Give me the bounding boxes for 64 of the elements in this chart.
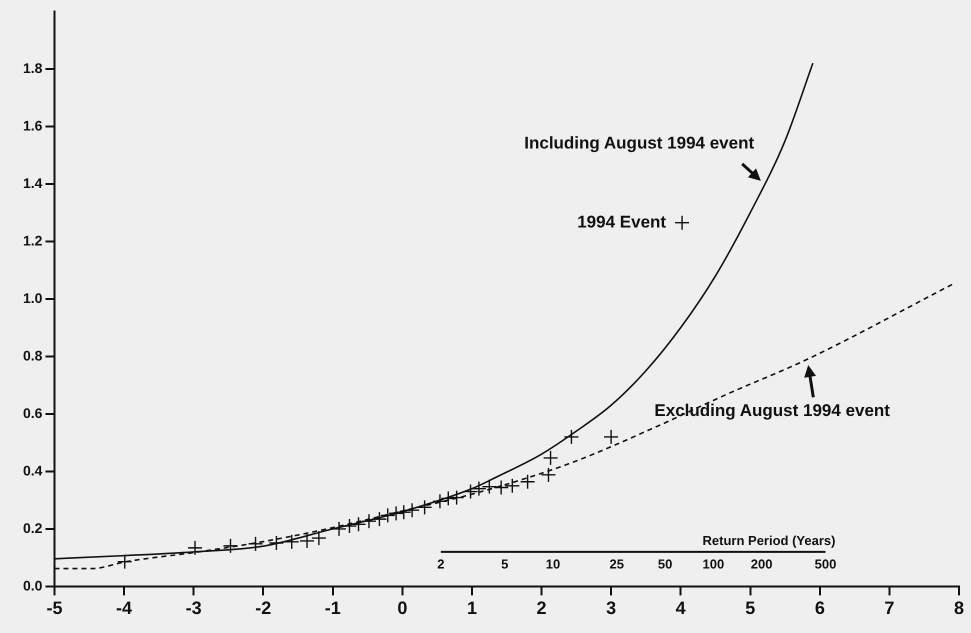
annotation: 1994 Event [577,212,666,232]
point [117,554,132,570]
x2-tick-label: 500 [814,556,836,572]
point [361,513,377,529]
point [350,516,366,532]
x2-tick-label: 25 [610,556,624,572]
y-tick-label: 1.6 [22,117,43,134]
x-tick-label: -1 [324,598,341,618]
x-tick-label: 1 [466,598,477,618]
point [388,506,404,522]
point [603,429,619,445]
point [299,533,315,549]
point [540,467,556,483]
x2-tick-label: 200 [750,556,772,572]
point [222,538,238,554]
point [284,534,300,550]
x-tick-label: 2 [536,598,547,618]
x2-tick-label: 10 [546,556,560,572]
x-tick-label: 6 [814,598,825,618]
y-tick-label: 0.6 [22,404,43,421]
x-tick-label: 5 [745,598,756,618]
point [416,500,432,516]
y-tick-label: 0.2 [22,520,43,536]
x-tick-label: 8 [954,598,964,618]
x-tick-label: -4 [116,598,132,618]
x2-axis-title: Return Period (Years) [702,532,836,548]
x-tick-label: 0 [397,598,408,618]
point [448,490,464,506]
point [542,450,558,466]
point [311,530,327,546]
y-tick-label: 0.0 [22,577,43,594]
y-tick-label: 0.4 [22,462,43,478]
y-tick-label: 1.2 [22,232,43,248]
y-tick-label: 0.8 [22,347,43,364]
x2-tick-label: 5 [501,556,508,572]
x-tick-label: -3 [186,598,202,618]
x-tick-label: 7 [884,598,894,618]
x2-tick-label: 2 [437,556,444,572]
point [482,478,498,494]
point [493,480,509,496]
point [396,504,412,520]
x-tick-label: -2 [255,598,272,618]
point [187,540,203,556]
y-tick-label: 1.8 [22,60,43,76]
point [520,474,536,490]
point [248,536,264,552]
x2-tick-label: 50 [658,556,672,572]
x-tick-label: -5 [46,598,62,618]
x2-tick-label: 100 [702,556,724,572]
point [471,480,487,496]
point [268,535,284,551]
x-tick-label: 3 [606,598,616,618]
point [404,502,420,518]
point [504,478,520,494]
y-tick-label: 1.4 [22,174,43,191]
annotation: Excluding August 1994 event [654,400,890,420]
point [674,215,690,230]
x-tick-label: 4 [676,598,686,618]
point [432,494,448,509]
point [380,508,396,524]
point [564,429,580,445]
annotation: Including August 1994 event [524,134,754,153]
point [372,511,388,527]
y-tick-label: 1.0 [22,290,43,306]
